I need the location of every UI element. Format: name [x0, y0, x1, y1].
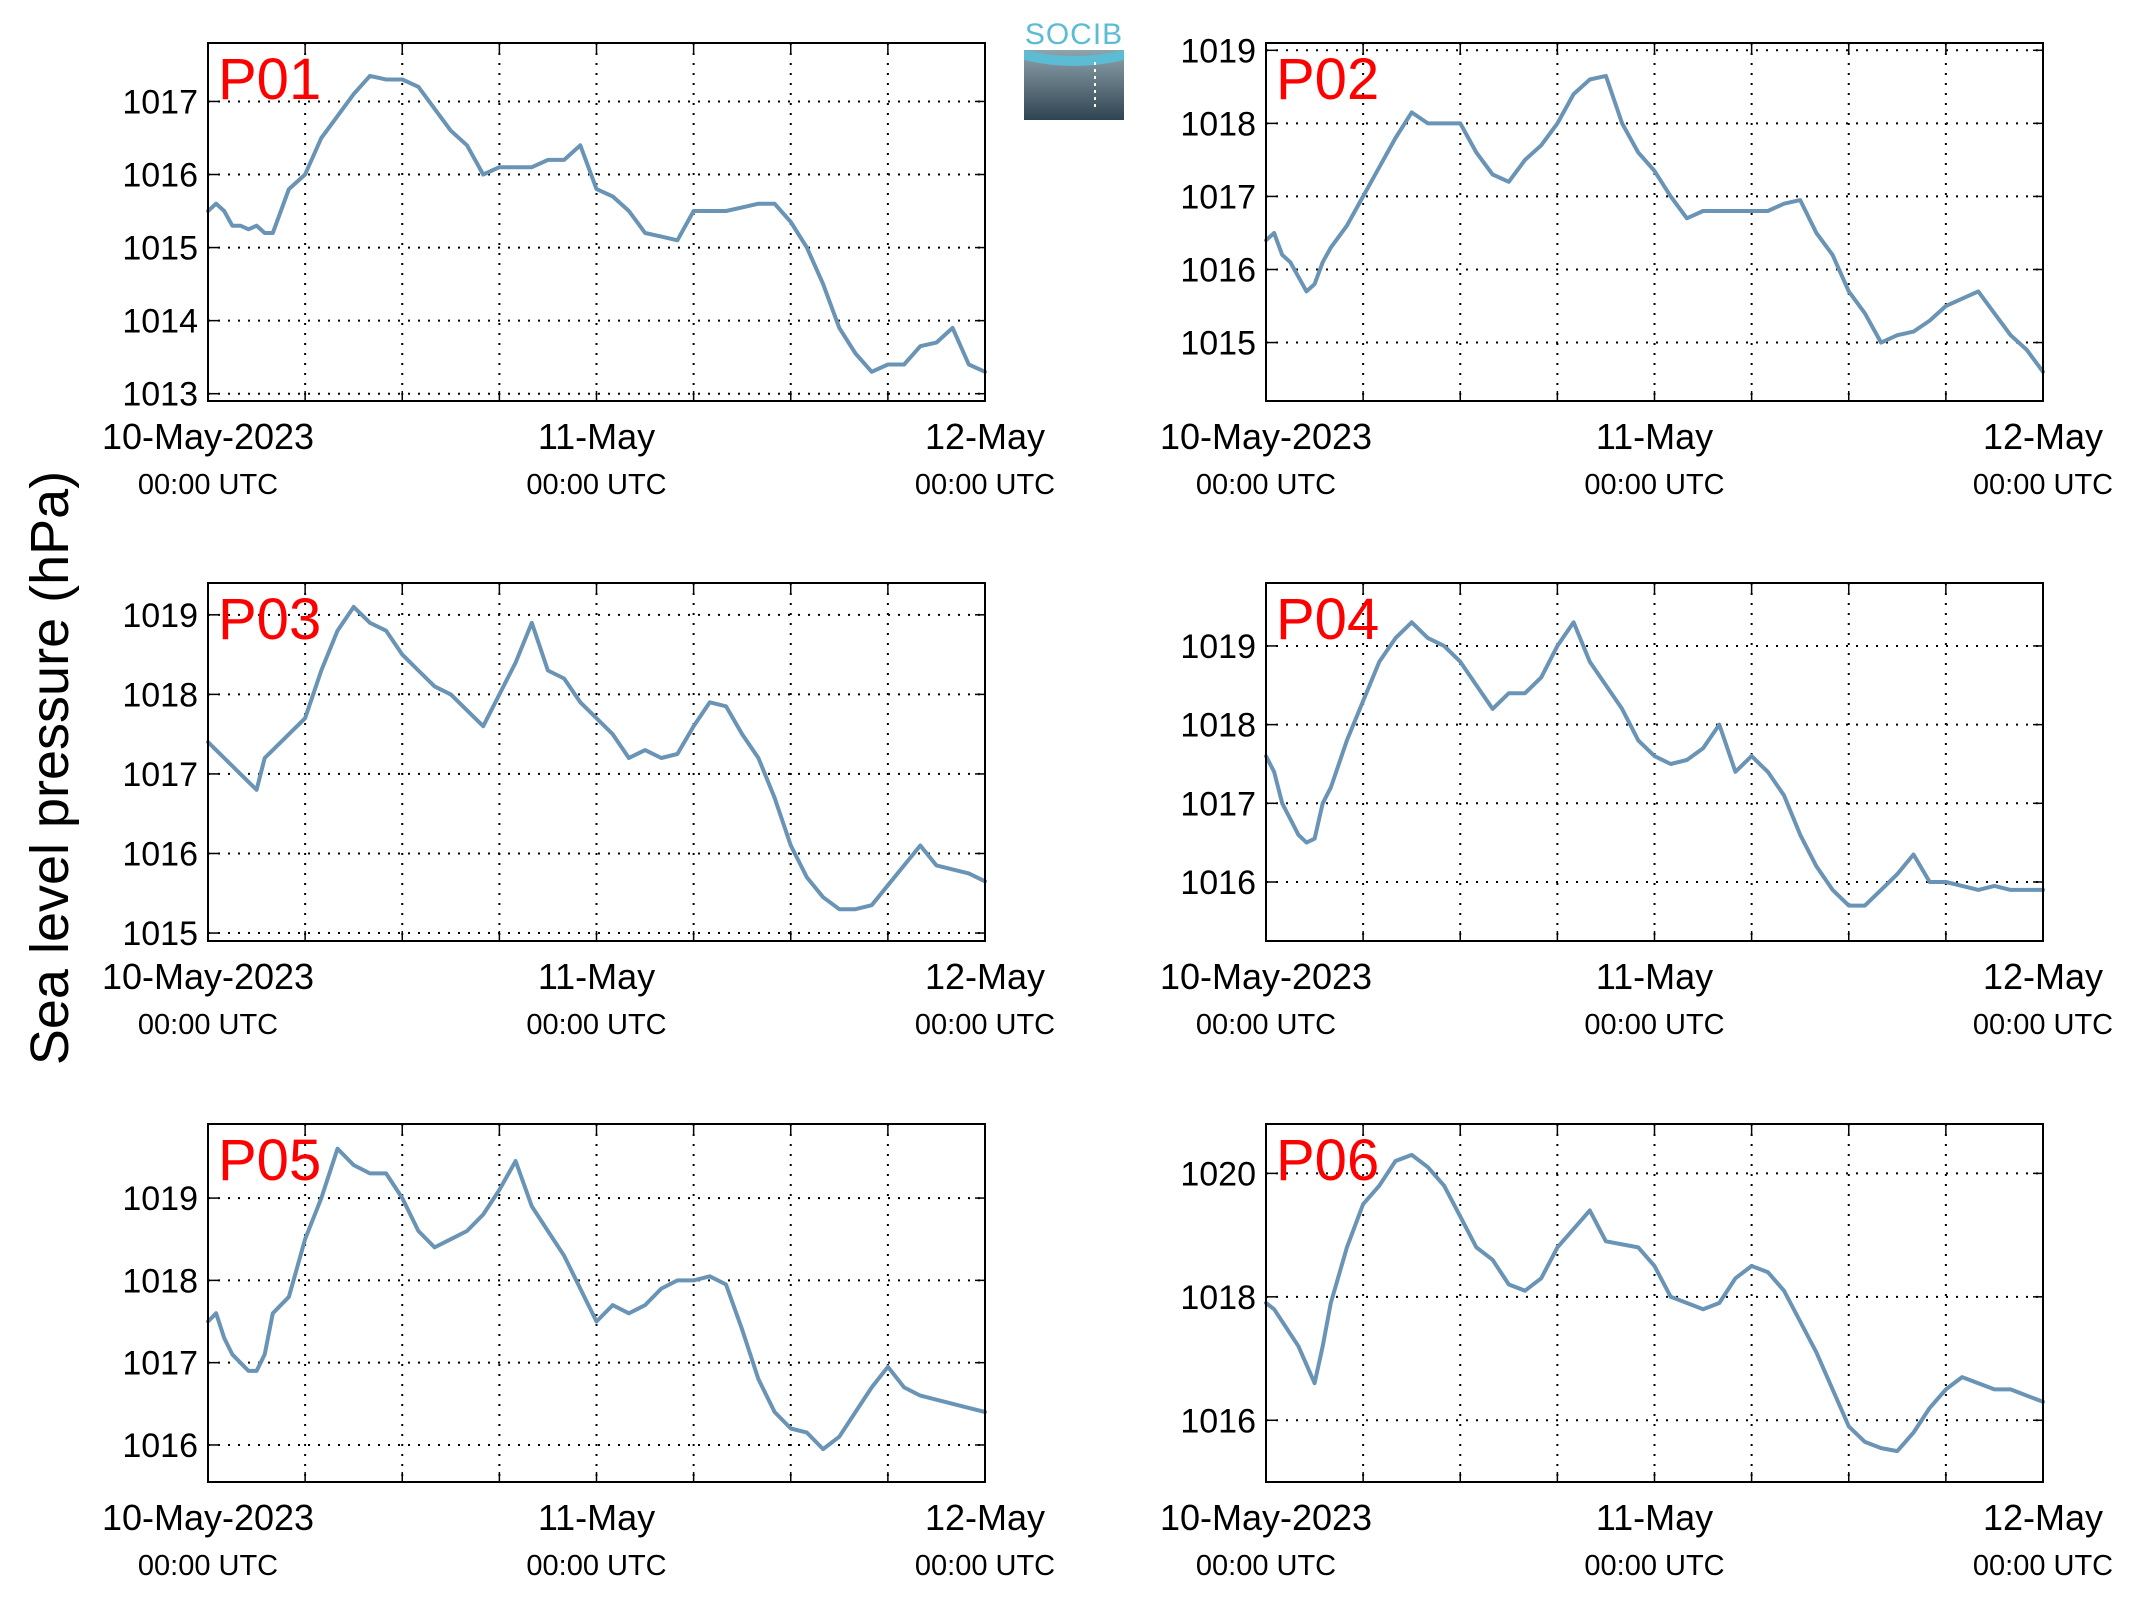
panel-p03: 1015 1016 1017 1018 1019 10-May-2023 00:00 UTC… — [102, 582, 1055, 1041]
panel-p06: 1016 1018 1020 10-May-2023 00:00 UTC 11-May 00… — [1160, 1123, 2113, 1582]
y-tick-label: 1017 — [1180, 178, 1256, 216]
y-axis-label: Sea level pressure (hPa) — [20, 471, 80, 1065]
plot-frame — [207, 42, 986, 402]
plot-area — [1266, 1124, 2043, 1482]
y-tick-label: 1019 — [1180, 32, 1256, 70]
x-tick-label-time: 00:00 UTC — [1584, 1550, 1724, 1582]
x-tick-label-time: 00:00 UTC — [138, 1009, 278, 1041]
x-tick-label-date: 11-May — [1596, 416, 1713, 457]
y-tick-label: 1019 — [1180, 628, 1256, 666]
y-tick-label: 1014 — [122, 303, 198, 341]
x-tick-label-date: 11-May — [1596, 956, 1713, 997]
x-tick-label-time: 00:00 UTC — [1196, 1009, 1336, 1041]
y-tick-label: 1018 — [122, 676, 198, 714]
panel-label: P01 — [218, 47, 321, 112]
y-tick-label: 1019 — [122, 1180, 198, 1218]
x-tick-label-time: 00:00 UTC — [1584, 469, 1724, 501]
plot-frame — [207, 1123, 986, 1483]
logo-wave — [1024, 50, 1124, 66]
plot-frame — [207, 582, 986, 942]
logo-text: SOCIB — [1025, 18, 1123, 51]
series-line-p05 — [206, 1146, 987, 1452]
x-tick-label-time: 00:00 UTC — [915, 1550, 1055, 1582]
x-tick-label-date: 12-May — [925, 956, 1045, 997]
x-tick-label-date: 10-May-2023 — [102, 416, 314, 457]
y-tick-label: 1016 — [122, 835, 198, 873]
y-tick-label: 1016 — [1180, 251, 1256, 289]
panel-p05: 1016 1017 1018 1019 10-May-2023 00:00 UTC 11-M… — [102, 1123, 1055, 1582]
plot-area — [1266, 43, 2043, 401]
x-tick-label-date: 10-May-2023 — [1160, 1497, 1372, 1538]
panel-label: P05 — [218, 1128, 321, 1193]
y-tick-label: 1015 — [1180, 325, 1256, 363]
series-line-p02 — [1264, 73, 2045, 374]
plot-area — [208, 43, 985, 401]
panel-label: P04 — [1276, 587, 1379, 652]
x-tick-label-date: 11-May — [1596, 1497, 1713, 1538]
x-tick-label-date: 12-May — [1983, 956, 2103, 997]
y-tick-label: 1017 — [122, 83, 198, 121]
x-tick-label-date: 12-May — [1983, 1497, 2103, 1538]
y-tick-label: 1015 — [122, 915, 198, 953]
x-tick-label-date: 12-May — [1983, 416, 2103, 457]
x-tick-label-time: 00:00 UTC — [1973, 1550, 2113, 1582]
y-tick-label: 1017 — [122, 756, 198, 794]
x-tick-label-time: 00:00 UTC — [526, 1550, 666, 1582]
y-tick-label: 1017 — [1180, 785, 1256, 823]
series-line-p06 — [1264, 1152, 2045, 1454]
x-tick-label-date: 11-May — [538, 416, 655, 457]
series-line-p01 — [206, 73, 987, 374]
panel-label: P03 — [218, 587, 321, 652]
y-tick-label: 1015 — [122, 230, 198, 268]
x-tick-label-date: 10-May-2023 — [102, 1497, 314, 1538]
x-tick-label-time: 00:00 UTC — [1973, 469, 2113, 501]
panel-p02: 1015 1016 1017 1018 1019 10-May-2023 00:00 UTC… — [1160, 32, 2113, 501]
y-tick-label: 1018 — [1180, 707, 1256, 745]
x-tick-label-date: 10-May-2023 — [1160, 956, 1372, 997]
panel-label: P06 — [1276, 1128, 1379, 1193]
x-tick-label-date: 11-May — [538, 956, 655, 997]
plot-frame — [1265, 582, 2044, 942]
x-tick-label-time: 00:00 UTC — [138, 469, 278, 501]
x-tick-label-date: 12-May — [925, 416, 1045, 457]
y-tick-label: 1019 — [122, 597, 198, 635]
x-tick-label-date: 12-May — [925, 1497, 1045, 1538]
x-tick-label-time: 00:00 UTC — [138, 1550, 278, 1582]
plot-frame — [1265, 1123, 2044, 1483]
x-tick-label-time: 00:00 UTC — [1584, 1009, 1724, 1041]
series-line-p03 — [206, 604, 987, 912]
plot-area — [1266, 583, 2043, 941]
x-tick-label-time: 00:00 UTC — [1973, 1009, 2113, 1041]
y-tick-label: 1016 — [1180, 864, 1256, 902]
socib-logo: SOCIB — [1024, 18, 1124, 120]
x-tick-label-time: 00:00 UTC — [1196, 469, 1336, 501]
y-tick-label: 1018 — [1180, 105, 1256, 143]
series-line-p04 — [1264, 620, 2045, 908]
y-tick-label: 1018 — [122, 1262, 198, 1300]
x-tick-label-date: 10-May-2023 — [102, 956, 314, 997]
y-tick-label: 1016 — [122, 157, 198, 195]
x-tick-label-time: 00:00 UTC — [526, 469, 666, 501]
x-tick-label-date: 10-May-2023 — [1160, 416, 1372, 457]
plot-area — [208, 583, 985, 941]
x-tick-label-time: 00:00 UTC — [1196, 1550, 1336, 1582]
x-tick-label-time: 00:00 UTC — [915, 469, 1055, 501]
x-tick-label-time: 00:00 UTC — [526, 1009, 666, 1041]
plot-area — [208, 1124, 985, 1482]
y-tick-label: 1020 — [1180, 1155, 1256, 1193]
panel-p01: 1013 1014 1015 1016 1017 10-May-2023 00:00 UTC… — [102, 42, 1055, 501]
panel-p04: 1016 1017 1018 1019 10-May-2023 00:00 UTC 11-M… — [1160, 582, 2113, 1041]
panel-label: P02 — [1276, 47, 1379, 112]
y-tick-label: 1016 — [122, 1427, 198, 1465]
y-tick-label: 1018 — [1180, 1279, 1256, 1317]
y-tick-label: 1016 — [1180, 1402, 1256, 1440]
x-tick-label-date: 11-May — [538, 1497, 655, 1538]
x-tick-label-time: 00:00 UTC — [915, 1009, 1055, 1041]
y-tick-label: 1013 — [122, 376, 198, 414]
panels: 1013 1014 1015 1016 1017 10-May-2023 00:00 UTC… — [102, 32, 2113, 1582]
plot-frame — [1265, 42, 2044, 402]
y-tick-label: 1017 — [122, 1345, 198, 1383]
